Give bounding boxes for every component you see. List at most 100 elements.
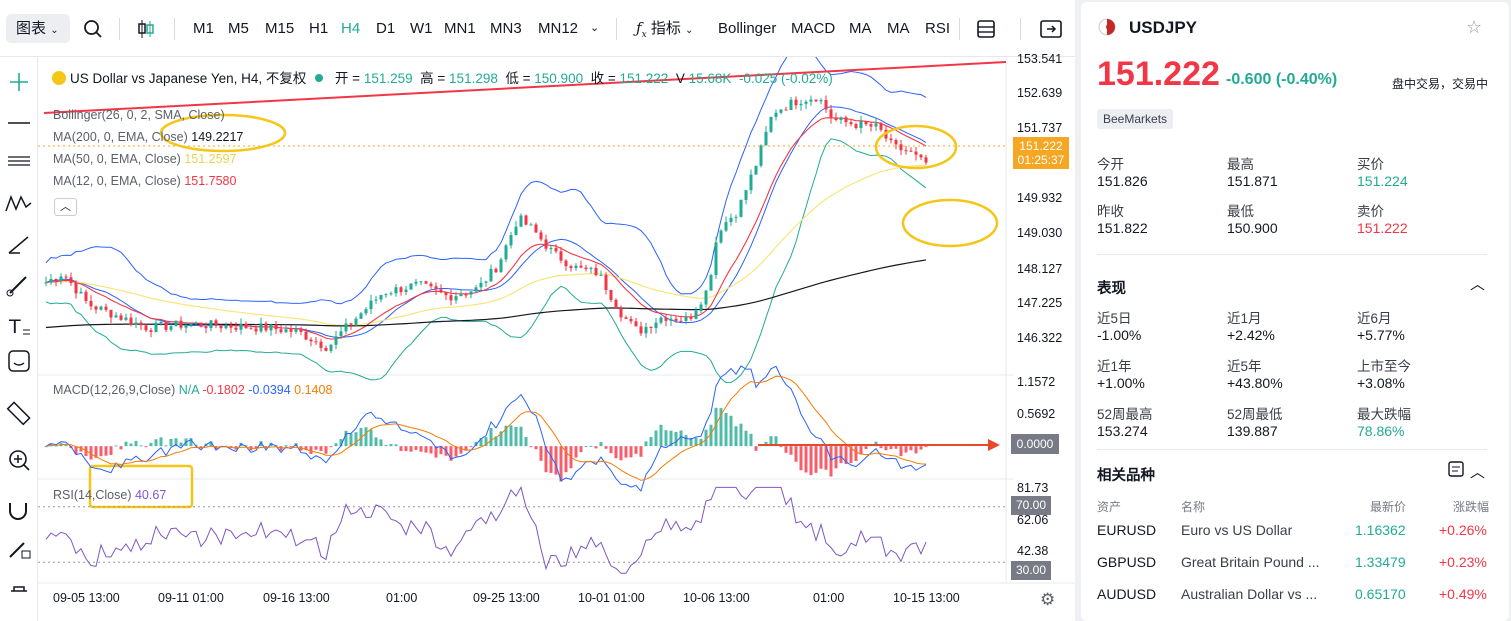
text-icon[interactable]: T <box>8 316 30 338</box>
emoji-icon[interactable] <box>8 350 30 372</box>
legend-bollinger[interactable]: Bollinger(26, 0, 2, SMA, Close) <box>53 108 225 122</box>
time-tick: 01:00 <box>386 591 418 605</box>
brush-icon[interactable] <box>6 276 27 297</box>
macd-histogram-bar <box>49 444 53 447</box>
related-change: +0.26% <box>1439 522 1487 538</box>
crosshair-icon[interactable] <box>10 73 28 91</box>
channel-icon[interactable] <box>8 156 30 166</box>
price-tick: 147.225 <box>1017 296 1063 310</box>
candle-body <box>569 266 573 268</box>
legend-ma50[interactable]: MA(50, 0, EMA, Close) 151.2597 <box>53 152 236 166</box>
candle-body <box>524 215 528 225</box>
legend-macd[interactable]: MACD(12,26,9,Close) N/A -0.1802 -0.0394 … <box>53 383 332 397</box>
chevron-up-icon[interactable]: ︿ <box>1470 276 1486 293</box>
candle-body <box>129 317 133 325</box>
timeframe-mn3[interactable]: MN3 <box>490 20 522 37</box>
timeframe-h1[interactable]: H1 <box>309 20 329 37</box>
list-view-icon[interactable] <box>1448 461 1464 482</box>
macd-histogram-bar <box>884 446 888 451</box>
macd-histogram-bar <box>109 446 113 456</box>
timeframe-h4[interactable]: H4 <box>341 20 361 37</box>
chart-area[interactable]: US Dollar vs Japanese Yen, H4, 不复权 开 = 1… <box>38 52 1075 621</box>
candle-body <box>814 99 818 102</box>
candle-body <box>79 291 83 294</box>
macd-histogram-bar <box>124 441 128 447</box>
macd-histogram-bar <box>89 446 93 460</box>
candle-body <box>764 131 768 146</box>
ma12-value: 151.7580 <box>184 174 237 188</box>
lock-drawing-icon[interactable] <box>9 542 31 559</box>
candlestick-icon[interactable] <box>136 0 156 57</box>
chart-type-label: 图表 <box>16 20 47 37</box>
macd-histogram-bar <box>509 425 513 447</box>
candle-body <box>674 318 678 321</box>
candle-body <box>244 323 248 329</box>
ma200-line <box>45 259 927 329</box>
fullscreen-icon[interactable] <box>1040 0 1062 57</box>
favorite-star-icon[interactable]: ☆ <box>1466 17 1483 37</box>
timeframe-mn1[interactable]: MN1 <box>444 20 476 37</box>
search-icon[interactable] <box>83 0 103 57</box>
timeframe-w1[interactable]: W1 <box>410 20 433 37</box>
candle-body <box>629 318 633 322</box>
timeframe-d1[interactable]: D1 <box>376 20 396 37</box>
macd-histogram-bar <box>379 439 383 447</box>
highlight-rsi-box <box>88 464 194 509</box>
trend-line-drawing <box>43 61 1007 114</box>
magnet-icon[interactable] <box>9 503 27 520</box>
zoom-in-icon[interactable] <box>9 450 30 471</box>
gear-icon[interactable]: ⚙ <box>1040 590 1056 609</box>
rsi-label: RSI(14,Close) <box>53 488 132 502</box>
macd-histogram-bar <box>354 432 358 447</box>
macd-histogram-bar <box>144 446 148 448</box>
timeframe-m1[interactable]: M1 <box>193 20 214 37</box>
stat-value: 151.224 <box>1357 173 1408 189</box>
macd-label: MACD(12,26,9,Close) <box>53 383 176 397</box>
broker-badge[interactable]: BeeMarkets <box>1097 109 1174 129</box>
perf-value: 78.86% <box>1357 423 1405 439</box>
ma50-value: 151.2597 <box>184 152 237 166</box>
macd-histogram-bar <box>824 446 828 470</box>
time-tick: 09-11 01:00 <box>158 591 224 605</box>
quote-panel: USDJPY ☆ 151.222 -0.600 (-0.40%) 盘中交易，交易… <box>1081 2 1509 621</box>
indicator-rsi[interactable]: RSI <box>925 20 951 37</box>
related-name: Great Britain Pound ... <box>1181 554 1320 570</box>
candle-body <box>459 294 463 297</box>
macd-histogram-bar <box>489 428 493 447</box>
macd-histogram-bar <box>774 436 778 447</box>
collapse-legend-chevron-icon[interactable]: ︿ <box>54 198 77 216</box>
indicator-macd[interactable]: MACD <box>791 20 836 37</box>
chevron-up-icon[interactable]: ︿ <box>1470 464 1486 481</box>
macd-histogram-bar <box>629 446 633 458</box>
more-timeframes-chevron-icon[interactable]: ⌄ <box>590 22 600 34</box>
candle-body <box>679 320 683 322</box>
indicators-button[interactable]: ƒx 指标 ⌄ <box>636 0 693 57</box>
macd-histogram-bar <box>199 446 203 449</box>
timeframe-m5[interactable]: M5 <box>228 20 249 37</box>
legend-rsi[interactable]: RSI(14,Close) 40.67 <box>53 488 166 502</box>
market-open-dot <box>315 74 324 82</box>
ruler-icon[interactable] <box>6 401 31 426</box>
pattern-icon[interactable] <box>5 194 32 212</box>
delete-icon[interactable] <box>11 586 27 592</box>
candle-body <box>534 224 538 233</box>
candle-body <box>904 150 908 152</box>
timeframe-mn12[interactable]: MN12 <box>538 20 579 37</box>
fib-icon[interactable] <box>8 236 29 254</box>
indicator-ma-1[interactable]: MA <box>849 20 872 37</box>
price-change-percent: (-0.40%) <box>1275 71 1338 88</box>
candle-body <box>334 336 338 345</box>
legend-ma12[interactable]: MA(12, 0, EMA, Close) 151.7580 <box>53 174 236 188</box>
time-tick: 10-01 01:00 <box>578 591 645 605</box>
layout-icon[interactable] <box>976 0 996 57</box>
legend-ma200[interactable]: MA(200, 0, EMA, Close) 149.2217 <box>53 130 243 144</box>
indicator-bollinger[interactable]: Bollinger <box>718 20 777 37</box>
candle-body <box>364 309 368 314</box>
indicator-ma-2[interactable]: MA <box>887 20 910 37</box>
price-chart-svg[interactable] <box>38 57 1075 621</box>
macd-histogram-bar <box>689 437 693 447</box>
rsi-30-tag: 30.00 <box>1011 561 1051 580</box>
timeframe-m15[interactable]: M15 <box>265 20 295 37</box>
candle-body <box>594 267 598 276</box>
chart-type-dropdown[interactable]: 图表 ⌄ <box>6 14 70 43</box>
